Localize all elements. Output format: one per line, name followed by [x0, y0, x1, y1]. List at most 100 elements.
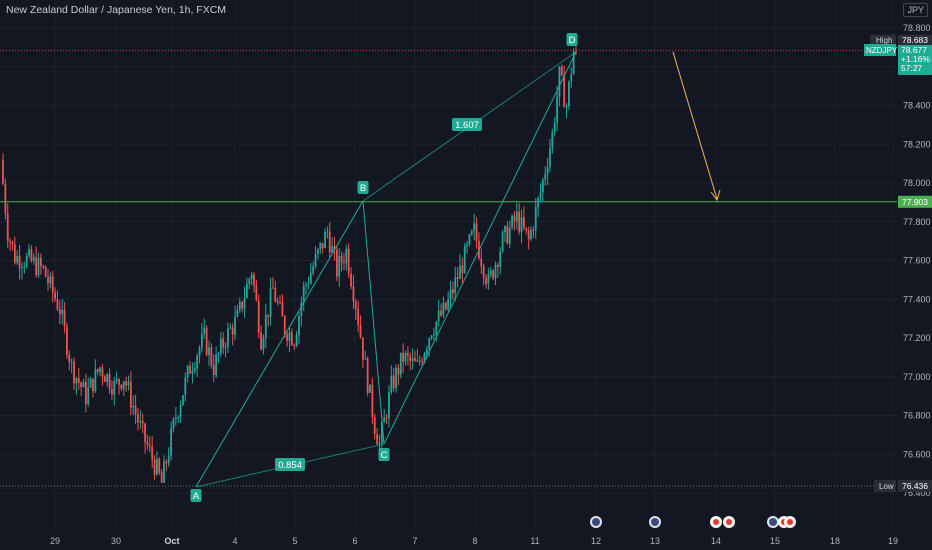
- candle-body: [279, 302, 281, 304]
- price-axis[interactable]: 78.80078.60078.40078.20078.00077.80077.6…: [864, 0, 932, 550]
- event-alert-icon-inner: [713, 519, 719, 525]
- pattern-leg-ab: [195, 200, 364, 488]
- time-tick-label: 6: [352, 536, 357, 546]
- candle-body: [182, 395, 184, 406]
- candle-body: [248, 279, 251, 284]
- candle-body: [16, 255, 19, 263]
- candle-body: [390, 375, 393, 393]
- candle-body: [380, 422, 383, 444]
- candle-body: [343, 262, 345, 264]
- candle-body: [293, 345, 296, 347]
- point-label-a: A: [193, 491, 200, 502]
- candle-body: [376, 434, 379, 445]
- candle-body: [217, 353, 220, 355]
- candle-body: [565, 106, 568, 108]
- arrow-shaft[interactable]: [672, 51, 718, 200]
- candle-body: [404, 352, 407, 362]
- candle-body: [276, 301, 279, 303]
- candle-body: [127, 381, 130, 386]
- candle-body: [461, 265, 464, 274]
- candle-body: [148, 445, 151, 447]
- candle-body: [51, 276, 54, 293]
- candle-body: [492, 270, 495, 279]
- candle-body: [447, 299, 450, 310]
- time-axis[interactable]: 29 30 Oct 4 5 6 7 8 11 12 13 14 15 18 19: [50, 536, 898, 546]
- high-low-lines: [0, 50, 897, 487]
- point-label-a-bg: [190, 489, 202, 502]
- candle-body: [205, 327, 208, 355]
- candle-body: [411, 358, 414, 361]
- candle-body: [553, 122, 556, 132]
- candle-body: [208, 347, 210, 355]
- candle-body: [335, 249, 338, 277]
- candle-body: [89, 378, 92, 388]
- candle-body: [546, 167, 549, 175]
- candle-body: [224, 346, 227, 348]
- candle-body: [47, 276, 49, 284]
- time-tick-label: 4: [232, 536, 237, 546]
- candle-body: [212, 365, 215, 375]
- candle-body: [567, 81, 570, 107]
- candle-body: [544, 174, 547, 180]
- price-tick-label: 77.400: [903, 294, 931, 304]
- candle-body: [541, 179, 544, 193]
- candle-body: [312, 266, 315, 274]
- price-tick-label: 77.600: [903, 256, 931, 266]
- candle-body: [501, 232, 504, 252]
- candle-body: [463, 246, 466, 274]
- candle-body: [158, 458, 161, 473]
- candle-body: [480, 258, 483, 267]
- candle-body: [115, 378, 118, 381]
- projection-arrow[interactable]: [672, 51, 721, 202]
- time-tick-label: 19: [888, 536, 898, 546]
- point-label-b: B: [360, 183, 366, 194]
- candle-body: [172, 419, 175, 429]
- candle-body: [508, 227, 511, 244]
- time-tick-label: 15: [770, 536, 780, 546]
- candle-body: [537, 197, 540, 208]
- candle-body: [118, 378, 120, 385]
- candle-body: [9, 241, 12, 243]
- candle-body: [369, 384, 371, 393]
- candle-body: [428, 338, 431, 349]
- last-price-tag-text: 78.677: [901, 45, 927, 55]
- candle-body: [504, 226, 506, 233]
- candle-body: [515, 211, 518, 222]
- candle-body: [122, 381, 125, 389]
- candle-body: [406, 352, 409, 356]
- event-flag-icon-inner: [769, 518, 777, 526]
- level-tag: 77.903: [902, 197, 928, 207]
- event-icons[interactable]: [590, 516, 796, 528]
- candle-body: [558, 66, 561, 97]
- candle-body: [77, 378, 80, 383]
- candle-body: [198, 347, 201, 357]
- candle-body: [160, 472, 163, 483]
- currency-label[interactable]: JPY: [903, 3, 928, 17]
- candle-body: [44, 266, 47, 277]
- candle-body: [345, 248, 348, 264]
- candle-body: [6, 213, 9, 242]
- abcd-pattern[interactable]: A B C D 0.854 1.607: [190, 33, 578, 502]
- arrow-head[interactable]: [710, 189, 721, 202]
- candle-body: [286, 334, 289, 342]
- candle-body: [499, 251, 502, 267]
- event-flag-icon-inner: [592, 518, 600, 526]
- candle-body: [399, 352, 402, 375]
- time-tick-label: 14: [711, 536, 721, 546]
- price-tick-label: 76.600: [903, 449, 931, 459]
- candle-body: [101, 367, 104, 377]
- candle-body: [39, 258, 42, 267]
- candle-body: [196, 356, 199, 369]
- symbol-title: New Zealand Dollar / Japanese Yen, 1h, F…: [6, 4, 227, 16]
- candle-body: [470, 230, 473, 235]
- high-value: 78.683: [902, 35, 928, 45]
- candle-body: [11, 241, 14, 245]
- candle-body: [245, 283, 248, 298]
- candle-body: [61, 309, 64, 315]
- candle-body: [324, 232, 326, 249]
- candle-body: [106, 373, 109, 382]
- candle-body: [125, 381, 128, 386]
- candle-body: [70, 361, 73, 363]
- candle-body: [409, 355, 412, 361]
